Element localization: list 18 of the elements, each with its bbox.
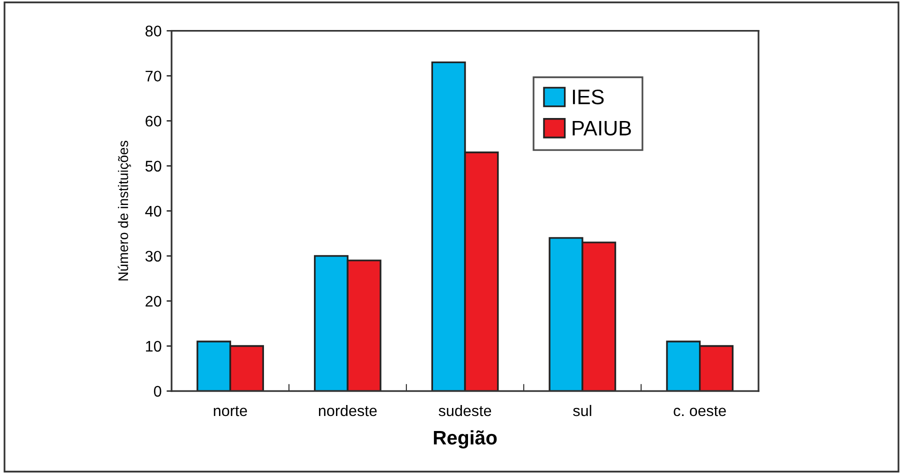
x-tick-label: sul bbox=[573, 404, 592, 416]
y-tick-label: 70 bbox=[146, 70, 162, 82]
y-tick-label: 60 bbox=[146, 116, 162, 127]
y-tick-label: 40 bbox=[145, 206, 162, 217]
x-tick-label: nordeste bbox=[318, 404, 377, 416]
y-axis-title: Número de instituições bbox=[118, 140, 131, 280]
y-tick-label: 80 bbox=[146, 26, 162, 36]
y-tick-label: 0 bbox=[154, 386, 162, 397]
y-tick-label: 30 bbox=[145, 250, 162, 262]
x-tick-label: norte bbox=[214, 406, 247, 416]
y-tick-label: 20 bbox=[146, 296, 162, 307]
x-tick-label: c. oeste bbox=[674, 406, 726, 416]
legend-label: PAIUB bbox=[572, 120, 631, 136]
legend-label: IES bbox=[572, 90, 604, 104]
x-tick-label: sudeste bbox=[438, 404, 492, 416]
y-tick-label: 50 bbox=[145, 160, 162, 172]
y-tick-label: 10 bbox=[146, 340, 162, 352]
x-axis-title: Região bbox=[434, 430, 497, 449]
